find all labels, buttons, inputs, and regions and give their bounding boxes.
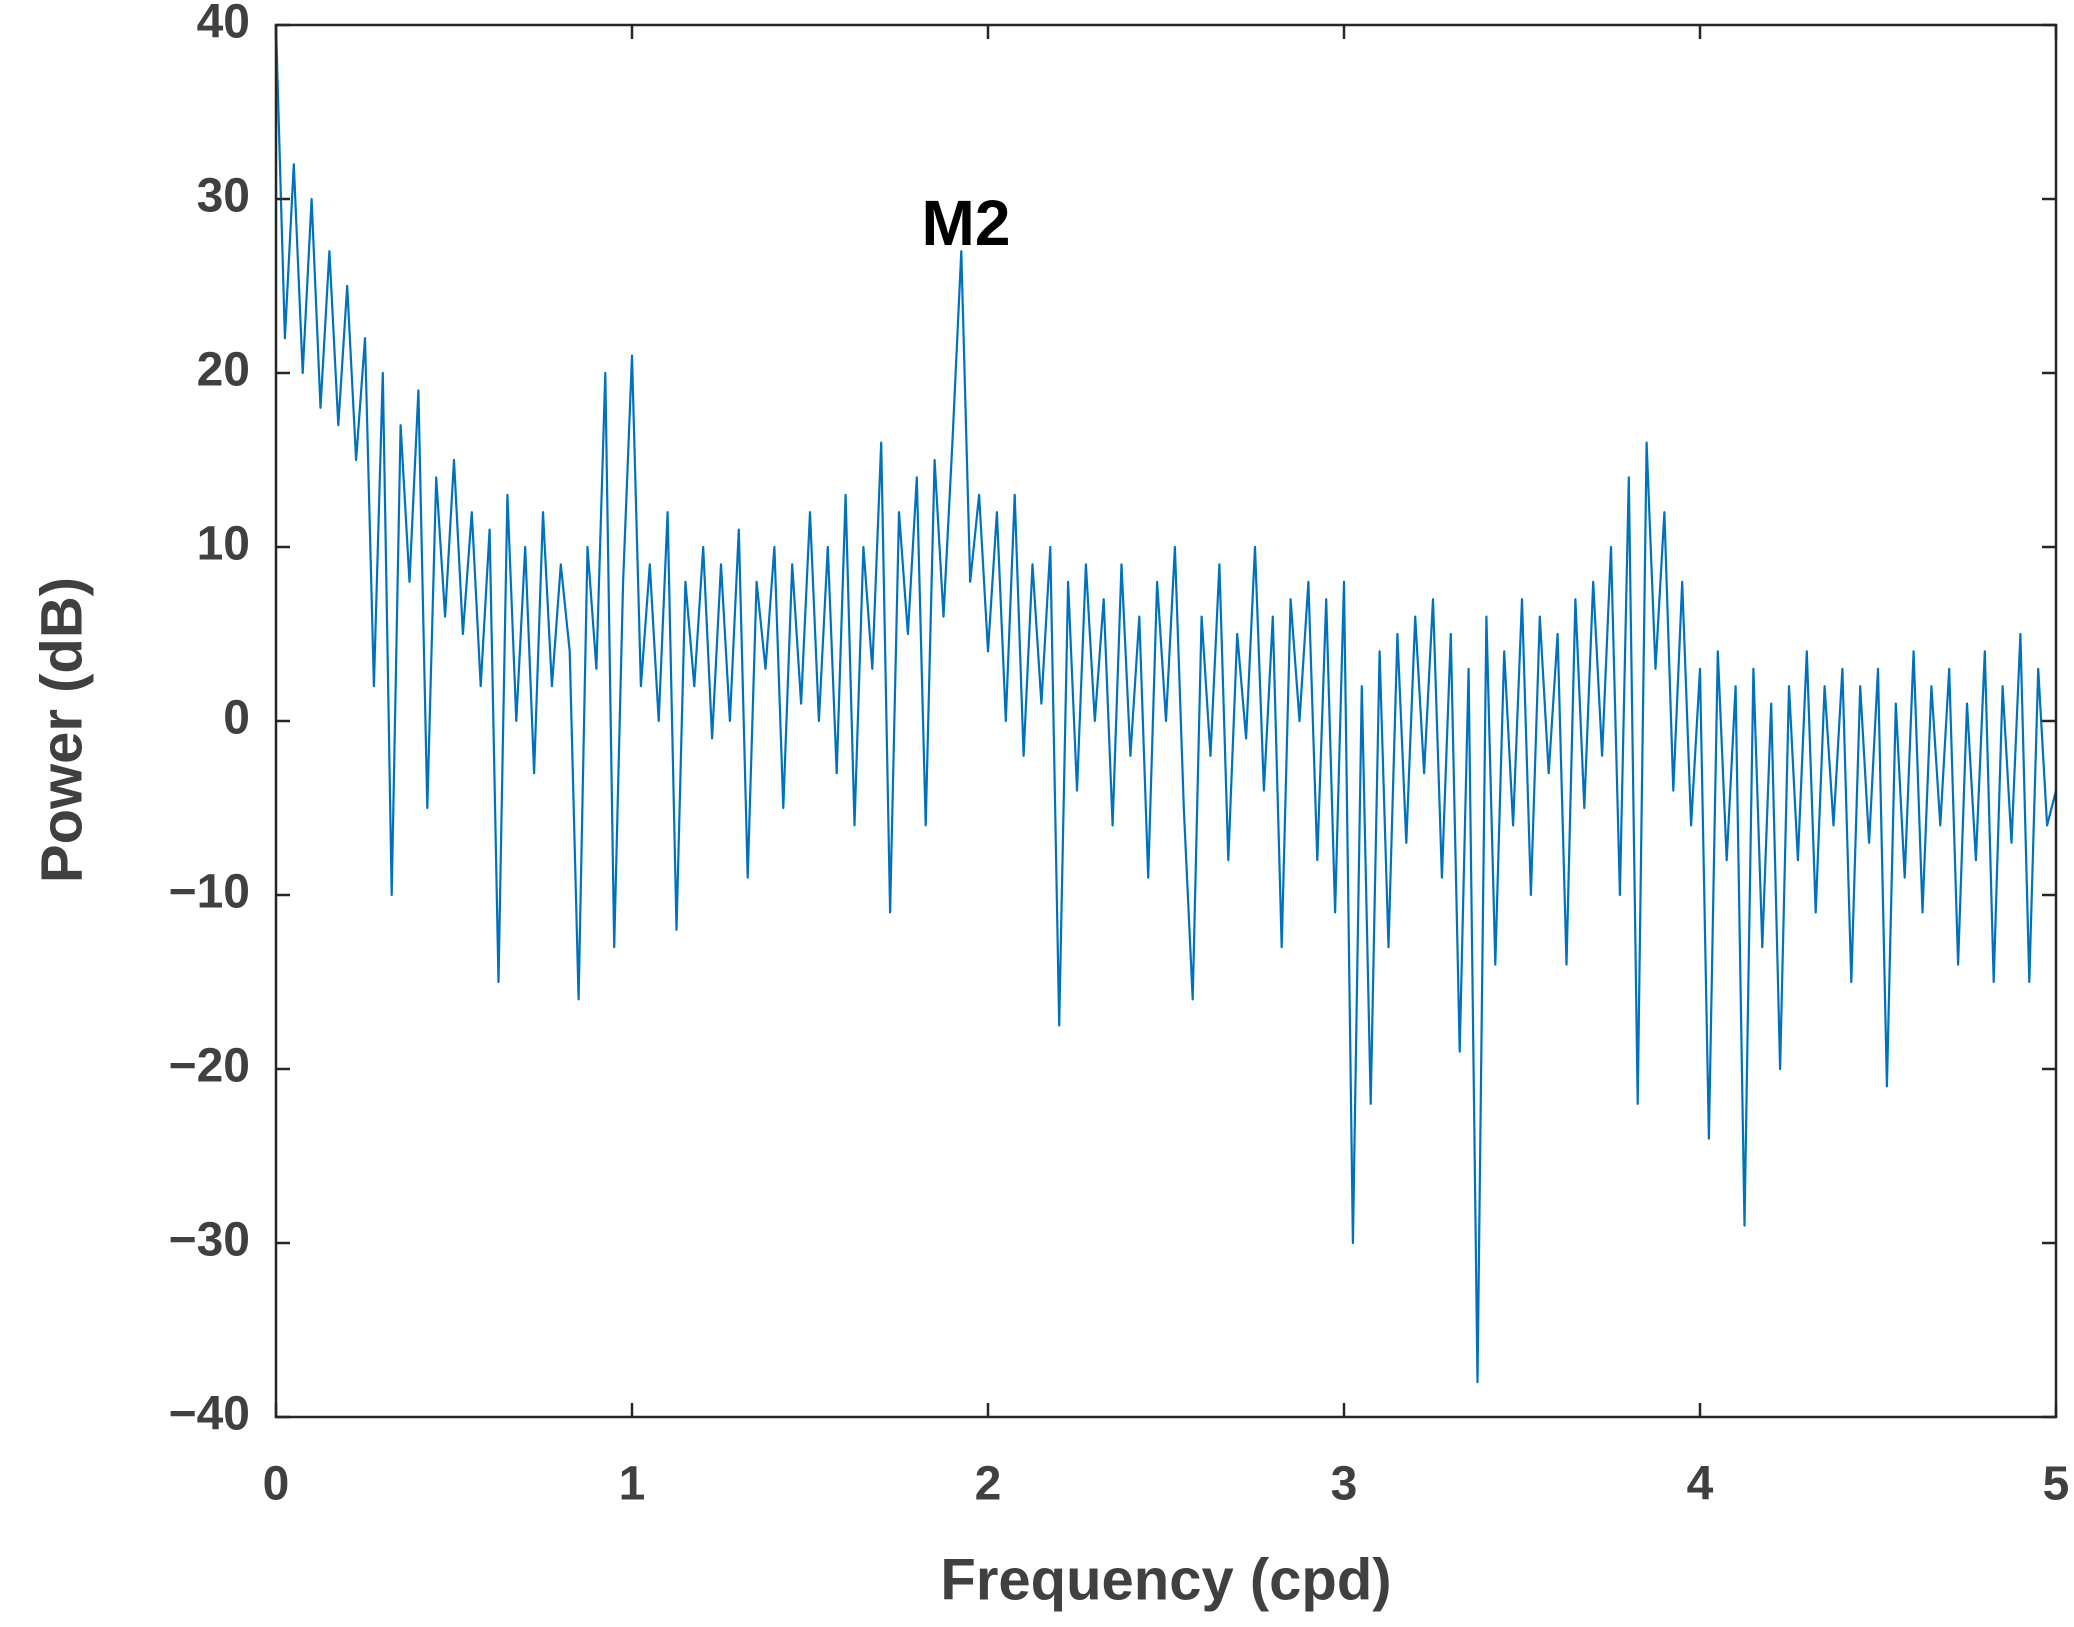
x-axis-label: Frequency (cpd)	[940, 1547, 1391, 1612]
x-tick-label: 4	[1687, 1458, 1714, 1511]
spectrum-line	[274, 24, 2058, 1384]
y-tick-label: 0	[223, 692, 250, 745]
y-tick-label: −20	[169, 1040, 250, 1093]
x-tick-label: 3	[1331, 1458, 1358, 1511]
x-tick-label: 0	[263, 1458, 290, 1511]
y-tick-label: 20	[197, 344, 250, 397]
y-tick-label: 40	[197, 0, 250, 49]
y-tick-label: −10	[169, 866, 250, 919]
x-tick-label: 5	[2043, 1458, 2070, 1511]
annotation: M2	[922, 187, 1011, 259]
x-tick-label: 2	[975, 1458, 1002, 1511]
y-tick-label: −30	[169, 1214, 250, 1267]
x-tick-label: 1	[619, 1458, 646, 1511]
y-axis-label: Power (dB)	[29, 577, 94, 883]
y-tick-label: 30	[197, 170, 250, 223]
y-tick-label: −40	[169, 1388, 250, 1441]
y-tick-label: 10	[197, 518, 250, 571]
